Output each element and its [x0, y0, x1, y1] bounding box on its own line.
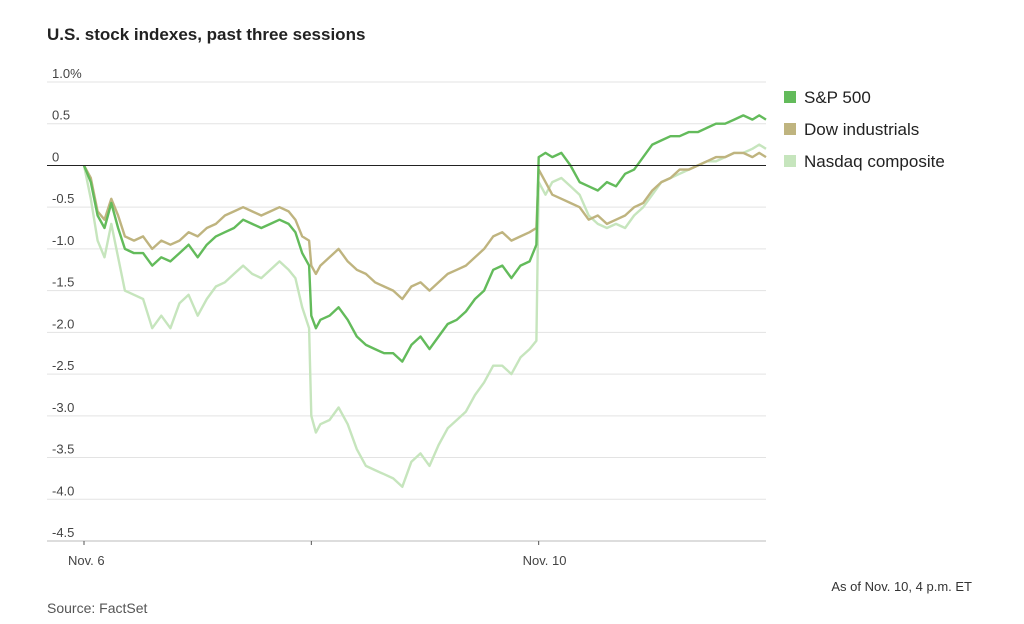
source-note: Source: FactSet [47, 600, 148, 616]
legend-swatch-s-p-500 [784, 91, 796, 103]
y-tick-label: -2.0 [52, 316, 74, 331]
series-line-s-p-500 [82, 114, 767, 363]
y-tick-label: -4.0 [52, 483, 74, 498]
x-tick-label: Nov. 10 [523, 553, 567, 568]
y-tick-label: -3.5 [52, 442, 74, 457]
y-tick-labels: 1.0% 0.5 0 -0.5 -1.0 -1.5 -2.0 -2.5 -3.0 -3.5 -4.0… [52, 66, 82, 540]
legend-swatch-dow-industrials [784, 123, 796, 135]
y-tick-label: 0 [52, 149, 59, 164]
series-line-dow-industrials [82, 151, 767, 301]
y-tick-label: -0.5 [52, 191, 74, 206]
series-line-nasdaq-composite [82, 143, 767, 488]
legend-label-nasdaq-composite: Nasdaq composite [804, 152, 945, 171]
legend-label-dow-industrials: Dow industrials [804, 120, 919, 139]
legend-swatch-nasdaq-composite [784, 155, 796, 167]
y-tick-label: -2.5 [52, 358, 74, 373]
x-tick-label: Nov. 6 [68, 553, 105, 568]
timestamp-note: As of Nov. 10, 4 p.m. ET [831, 579, 972, 594]
y-tick-label: -3.0 [52, 400, 74, 415]
x-axis: Nov. 6 Nov. 10 [47, 540, 766, 568]
y-tick-label: -1.0 [52, 233, 74, 248]
series-lines [82, 114, 767, 488]
y-tick-label: -4.5 [52, 525, 74, 540]
chart-title: U.S. stock indexes, past three sessions [47, 25, 366, 44]
y-tick-label: 0.5 [52, 108, 70, 123]
y-tick-label: -1.5 [52, 275, 74, 290]
legend-label-s-p-500: S&P 500 [804, 88, 871, 107]
legend: S&P 500 Dow industrials Nasdaq composite [784, 88, 945, 171]
y-tick-label: 1.0% [52, 66, 82, 81]
